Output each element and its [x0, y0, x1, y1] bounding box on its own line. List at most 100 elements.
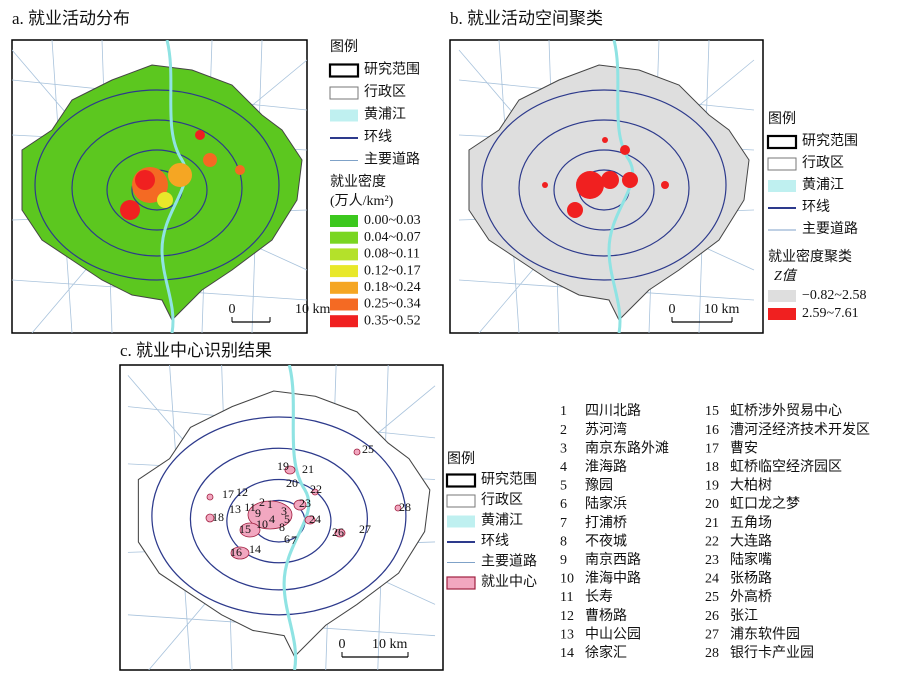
legend-label: 行政区 [364, 84, 406, 100]
legend-label: 黄浦江 [802, 176, 844, 193]
legend-unit: Z值 [774, 268, 798, 284]
map-center-label: 6 [284, 532, 290, 546]
center-name: 打浦桥 [585, 514, 627, 531]
center-id: 6 [560, 497, 567, 512]
center-id: 2 [560, 423, 567, 438]
center-name: 淮海路 [585, 459, 627, 475]
center-name: 大连路 [730, 533, 772, 549]
center-name: 不夜城 [585, 533, 627, 549]
map-center-label: 7 [291, 533, 297, 547]
legend-swatch [330, 298, 358, 311]
legend-label: 0.25~0.34 [364, 297, 421, 312]
legend-label: 2.59~7.61 [802, 306, 859, 321]
center-name: 虹桥临空经济园区 [730, 459, 842, 475]
center-name: 陆家嘴 [730, 551, 772, 568]
map-center-label: 24 [309, 512, 321, 526]
center-name: 淮海中路 [585, 571, 641, 587]
legend-swatch [330, 231, 358, 244]
map-center-label: 15 [239, 522, 251, 536]
legend-swatch [330, 315, 358, 328]
map-center-label: 27 [359, 522, 371, 536]
legend-label: 0.12~0.17 [364, 263, 421, 278]
map-center-label: 2 [259, 495, 265, 509]
center-id: 24 [705, 572, 719, 587]
center-name: 南京西路 [585, 552, 641, 568]
center-id: 3 [560, 441, 567, 456]
center-id: 14 [560, 646, 574, 661]
panel-title: c. 就业中心识别结果 [120, 341, 272, 360]
center-name: 虹桥涉外贸易中心 [730, 403, 842, 419]
legend-title: 图例 [447, 451, 475, 467]
legend-title: 就业密度 [330, 173, 386, 190]
center-id: 13 [560, 627, 574, 642]
legend-swatch [330, 265, 358, 278]
scale-label: 0 [339, 637, 346, 652]
map-center-label: 5 [284, 512, 290, 526]
center-name: 苏河湾 [585, 421, 627, 438]
center-id: 17 [705, 441, 719, 456]
map-center-label: 22 [310, 482, 322, 496]
legend-label: 主要道路 [364, 152, 420, 168]
center-name: 长寿 [585, 588, 613, 605]
center-id: 18 [705, 460, 719, 475]
legend-label: −0.82~2.58 [802, 288, 866, 303]
map-center-label: 23 [299, 496, 311, 510]
scale-label: 10 km [372, 637, 408, 652]
map-center-label: 28 [399, 500, 411, 514]
map-center-label: 13 [229, 502, 241, 516]
legend-symbol [446, 494, 476, 508]
centers-areas [205, 448, 402, 560]
center-name: 曹杨路 [585, 608, 627, 624]
center-id: 16 [705, 423, 719, 438]
map-center-label: 17 [222, 487, 234, 501]
legend-swatch [768, 308, 796, 320]
center-name: 豫园 [585, 478, 613, 494]
legend-label: 主要道路 [802, 221, 858, 237]
center-id: 8 [560, 534, 567, 549]
center-name: 徐家汇 [585, 644, 627, 661]
center-id: 4 [560, 460, 567, 475]
legend-symbol [328, 63, 360, 78]
center-name: 外高桥 [730, 588, 772, 605]
legend-label: 研究范围 [364, 61, 420, 78]
map-center-label: 18 [212, 510, 224, 524]
center-id: 20 [705, 497, 719, 512]
legend-label: 0.04~0.07 [364, 230, 421, 245]
legend-swatch [330, 215, 358, 227]
map-center-label: 4 [269, 512, 275, 526]
map-center-label: 1 [267, 497, 273, 511]
center-name: 虹口龙之梦 [730, 496, 800, 512]
center-id: 1 [560, 404, 567, 419]
center-name: 四川北路 [585, 403, 641, 419]
legend-symbol [447, 515, 475, 528]
center-id: 19 [705, 479, 719, 494]
legend-label: 环线 [802, 199, 830, 215]
legend-label: 黄浦江 [481, 512, 523, 529]
map-center-label: 26 [332, 525, 344, 539]
center-name: 五角场 [730, 515, 772, 531]
panel-title: b. 就业活动空间聚类 [450, 9, 603, 28]
legend-label: 行政区 [481, 492, 523, 508]
map-center-label: 25 [362, 442, 374, 456]
legend-title: 图例 [768, 111, 796, 127]
panel-title: a. 就业活动分布 [12, 9, 130, 28]
map-center-label: 12 [236, 485, 248, 499]
map-center-label: 8 [279, 520, 285, 534]
legend-swatch [330, 281, 358, 294]
center-id: 21 [705, 516, 719, 531]
center-name: 张杨路 [730, 571, 772, 587]
center-id: 26 [705, 609, 719, 624]
center-id: 23 [705, 553, 719, 568]
legend-label: 研究范围 [802, 132, 858, 149]
legend-label: 研究范围 [481, 471, 537, 488]
legend-symbol [768, 180, 796, 192]
center-id: 5 [560, 479, 567, 494]
legend-label: 就业中心 [481, 574, 537, 590]
hotspots [542, 137, 669, 218]
center-name: 中山公园 [585, 626, 641, 642]
center-id: 11 [560, 590, 573, 605]
center-name: 陆家浜 [585, 495, 627, 512]
hotspots [120, 130, 245, 220]
map-center-label: 14 [249, 542, 261, 556]
map-center-label: 11 [244, 500, 256, 514]
